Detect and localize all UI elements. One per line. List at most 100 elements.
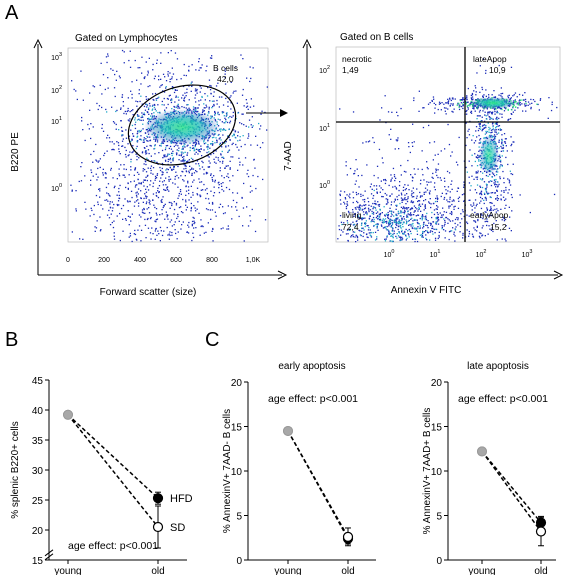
flow-dot	[440, 150, 442, 152]
flow-dot	[159, 240, 161, 242]
axis-break-mark	[44, 553, 54, 561]
flow-dot	[220, 153, 222, 155]
flow-dot	[481, 186, 484, 189]
flow-dot	[437, 169, 439, 171]
flow-dot	[411, 192, 413, 195]
flow-dot	[411, 214, 413, 216]
flow-dot	[201, 225, 203, 227]
flow-dot	[173, 208, 176, 211]
flow-dot	[350, 223, 352, 225]
flow-dot	[416, 208, 418, 210]
flow-dot	[119, 77, 121, 79]
flow-dot	[221, 96, 223, 98]
flow-dot	[509, 184, 512, 186]
flow-dot	[395, 204, 397, 207]
flow-dot	[153, 138, 155, 140]
flow-dot	[483, 124, 486, 126]
flow-dot	[550, 109, 553, 112]
flow-dot	[449, 196, 451, 198]
flow-dot	[173, 105, 175, 108]
flow-dot	[145, 195, 147, 197]
flow-dot	[223, 190, 225, 192]
flow-dot	[398, 232, 401, 234]
flow-dot	[454, 229, 457, 231]
flow-dot	[501, 155, 503, 157]
flow-dot	[154, 177, 157, 179]
flow-dot	[118, 197, 121, 200]
flow-dot	[171, 76, 173, 78]
flow-dot	[143, 163, 145, 165]
flow-dot	[417, 222, 419, 225]
flow-dot	[154, 147, 156, 150]
flow-dot	[144, 147, 146, 149]
flow-dot	[188, 189, 190, 191]
flow-dot	[384, 178, 386, 181]
flow-dot	[479, 193, 481, 195]
flow-dot	[417, 214, 420, 216]
flow-dot	[401, 217, 403, 219]
flow-dot	[422, 232, 424, 235]
flow-dot	[400, 206, 403, 208]
flow-dot	[451, 200, 453, 202]
flow-dot	[161, 209, 163, 211]
flow-dot	[393, 215, 395, 217]
flow-dot	[121, 134, 123, 136]
flow-dot	[396, 237, 398, 239]
flow-dot	[216, 141, 218, 144]
flow-dot	[214, 181, 216, 183]
flow-dot	[506, 150, 508, 152]
flow-dot	[489, 196, 491, 198]
flow-dot	[500, 198, 502, 200]
flow-dot	[511, 196, 513, 199]
flow-dot	[497, 198, 500, 200]
flow-dot	[156, 234, 158, 236]
flow-dot	[131, 151, 133, 154]
flow-dot	[199, 181, 201, 183]
flow-dot	[239, 161, 241, 163]
flow-dot	[476, 176, 479, 178]
flow-dot	[397, 228, 399, 231]
flow-dot	[482, 214, 484, 216]
flow-dot	[389, 207, 391, 209]
x-tick-label: 102	[476, 249, 487, 259]
flow-dot	[504, 218, 507, 221]
flow-dot	[441, 216, 443, 218]
flow-dot	[404, 199, 406, 201]
flow-dot	[185, 190, 188, 192]
flow-dot	[162, 196, 164, 198]
flow-dot	[392, 186, 394, 188]
flow-dot	[237, 135, 239, 137]
flow-dot	[190, 210, 192, 212]
flow-dot	[476, 118, 478, 120]
flow-dot	[184, 146, 186, 148]
flow-dot	[401, 198, 404, 200]
flow-dot	[346, 174, 348, 176]
flow-dot	[229, 120, 232, 122]
flow-dot	[532, 99, 535, 101]
flow-dot	[405, 171, 407, 173]
flow-dot	[115, 79, 117, 81]
flow-dot	[479, 232, 481, 234]
series-line	[67, 414, 159, 499]
flow-dot	[177, 197, 179, 199]
flow-dot	[474, 189, 476, 191]
flow-dot	[135, 121, 137, 123]
flow-dot	[510, 173, 512, 175]
flow-dot	[226, 121, 229, 124]
flow-dot	[103, 154, 105, 157]
flow-dot	[399, 226, 402, 228]
flow-dot	[483, 108, 485, 110]
flow-dot	[225, 129, 227, 131]
flow-dot	[502, 147, 505, 149]
flow-dot	[188, 99, 190, 101]
flow-dot	[167, 103, 169, 106]
y-tick-label: 10	[231, 467, 243, 478]
flow-dot	[364, 223, 366, 226]
flow-dot	[496, 119, 498, 121]
flow-dot	[232, 199, 235, 202]
flow-dot	[195, 148, 198, 150]
flow-dot	[556, 106, 558, 109]
flow-dot	[149, 139, 152, 141]
flow-dot	[243, 105, 245, 107]
